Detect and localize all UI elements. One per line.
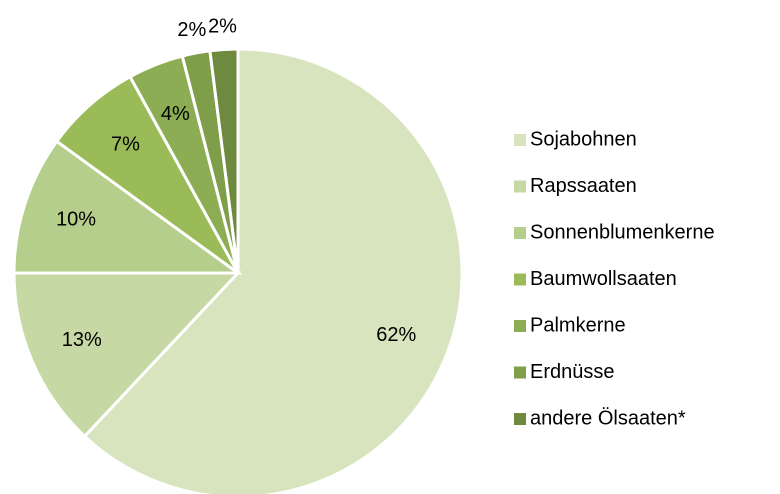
data-label: 4% xyxy=(161,103,190,125)
legend-swatch xyxy=(514,227,526,239)
data-label: 7% xyxy=(111,134,140,156)
data-label: 2% xyxy=(208,15,237,37)
legend-label: Rapssaaten xyxy=(530,175,637,197)
legend-label: Erdnüsse xyxy=(530,361,615,383)
legend-label: Sojabohnen xyxy=(530,128,637,150)
legend-swatch xyxy=(514,320,526,332)
data-label: 10% xyxy=(56,209,96,231)
pie-slice xyxy=(12,271,242,439)
legend-swatch xyxy=(514,180,526,193)
legend-swatch xyxy=(514,366,526,379)
legend-swatch xyxy=(514,134,526,146)
pie-slice xyxy=(82,47,464,494)
legend-label: Palmkerne xyxy=(530,314,626,336)
legend-swatch xyxy=(514,413,526,425)
legend-label: Baumwollsaaten xyxy=(530,268,677,290)
pie-slice xyxy=(208,47,240,274)
legend-label: Sonnenblumenkerne xyxy=(530,221,715,243)
data-label: 13% xyxy=(62,329,102,351)
data-label: 62% xyxy=(376,324,416,346)
pie-slice xyxy=(12,139,243,275)
legend-label: andere Ölsaaten* xyxy=(530,407,686,429)
legend-swatch xyxy=(514,273,526,286)
data-label: 2% xyxy=(177,19,206,41)
